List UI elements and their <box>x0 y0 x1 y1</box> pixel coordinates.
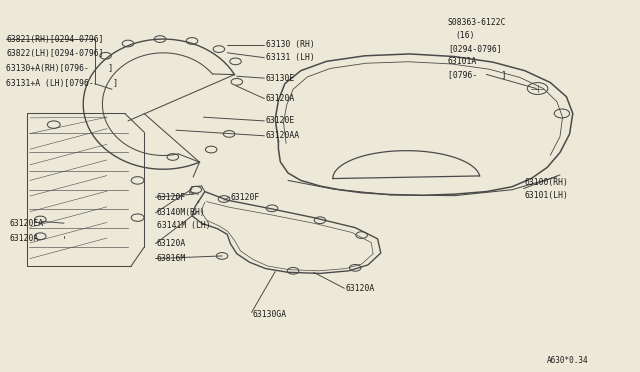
Text: A630*0.34: A630*0.34 <box>547 356 589 365</box>
Text: [0294-0796]: [0294-0796] <box>448 44 502 53</box>
Text: (16): (16) <box>456 31 475 40</box>
Text: 63130GA: 63130GA <box>253 310 287 319</box>
Text: 63120AA: 63120AA <box>266 131 300 140</box>
Text: 63120EA: 63120EA <box>10 219 44 228</box>
Text: 63120A: 63120A <box>10 234 39 243</box>
Text: 63120A: 63120A <box>346 284 375 293</box>
Text: 63130+A(RH)[0796-    ]: 63130+A(RH)[0796- ] <box>6 64 114 73</box>
Text: 63120E: 63120E <box>266 116 295 125</box>
Text: S08363-6122C: S08363-6122C <box>448 18 506 27</box>
Text: 63101A: 63101A <box>448 57 477 66</box>
Text: 63822(LH)[0294-0796]: 63822(LH)[0294-0796] <box>6 49 104 58</box>
Text: 63101(LH): 63101(LH) <box>525 191 569 200</box>
Text: 63120F: 63120F <box>157 193 186 202</box>
Text: 63130E: 63130E <box>266 74 295 83</box>
Text: 63816M: 63816M <box>157 254 186 263</box>
Text: 63100(RH): 63100(RH) <box>525 178 569 187</box>
Text: 63141M (LH): 63141M (LH) <box>157 221 211 230</box>
Text: [0796-     ]: [0796- ] <box>448 70 506 79</box>
Text: 63821(RH)[0294-0796]: 63821(RH)[0294-0796] <box>6 35 104 44</box>
Text: 63120F: 63120F <box>230 193 260 202</box>
Text: 63120A: 63120A <box>266 94 295 103</box>
Text: 63120A: 63120A <box>157 239 186 248</box>
Text: 63140M(RH): 63140M(RH) <box>157 208 205 217</box>
Text: 63131 (LH): 63131 (LH) <box>266 53 314 62</box>
Text: 63131+A (LH)[0796-    ]: 63131+A (LH)[0796- ] <box>6 79 118 88</box>
Text: 63130 (RH): 63130 (RH) <box>266 40 314 49</box>
